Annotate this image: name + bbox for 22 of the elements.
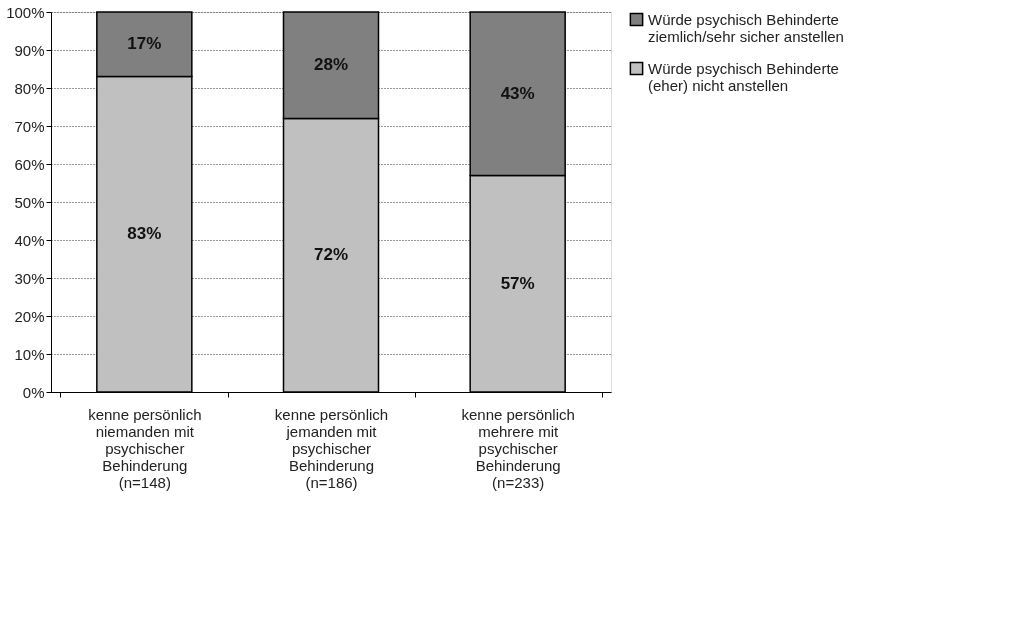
y-tick-label: 50% <box>14 193 45 211</box>
y-tick-label: 30% <box>14 269 45 287</box>
data-label: 57% <box>500 273 535 293</box>
x-tick-label: kenne persönlich mehrere mit psychischer Behinderung (n=233) <box>461 405 575 491</box>
data-label: 43% <box>500 83 535 103</box>
data-label: 83% <box>127 224 162 244</box>
y-tick-label: 40% <box>14 231 45 249</box>
y-tick-label: 100% <box>6 3 45 21</box>
data-label: 17% <box>127 34 162 54</box>
legend-label: Würde psychisch Behinderte ziemlich/sehr sicher anstellen <box>648 10 844 45</box>
data-label: 72% <box>313 245 349 265</box>
y-tick-label: 90% <box>14 41 45 59</box>
x-tick-label: kenne persönlich jemanden mit psychischer Behinderung (n=186) <box>274 405 389 491</box>
y-tick-label: 70% <box>14 117 45 135</box>
y-tick-label: 80% <box>14 79 45 97</box>
data-label: 28% <box>313 55 349 75</box>
y-tick-label: 20% <box>14 307 45 325</box>
y-tick-label: 0% <box>22 383 45 401</box>
y-tick-label: 10% <box>14 345 45 363</box>
x-tick-label: kenne persönlich niemanden mit psychischer Behinderung (n=148) <box>88 405 202 491</box>
legend-label: Würde psychisch Behinderte (eher) nicht anstellen <box>648 59 839 94</box>
y-tick-label: 60% <box>14 155 45 173</box>
